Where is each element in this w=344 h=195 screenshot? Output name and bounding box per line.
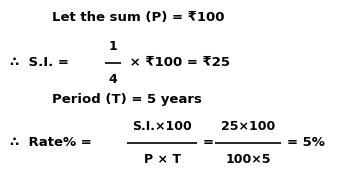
Text: ∴  S.I. =: ∴ S.I. = [10, 57, 74, 69]
Text: S.I.×100: S.I.×100 [132, 120, 192, 133]
Text: Let the sum (P) = ₹100: Let the sum (P) = ₹100 [52, 11, 225, 24]
Text: P × T: P × T [143, 153, 181, 166]
Text: =: = [203, 136, 214, 150]
Text: × ₹100 = ₹25: × ₹100 = ₹25 [125, 57, 230, 69]
Text: ∴  Rate% =: ∴ Rate% = [10, 136, 96, 150]
Text: 25×100: 25×100 [221, 120, 275, 133]
Text: 100×5: 100×5 [225, 153, 271, 166]
Text: 1: 1 [109, 40, 117, 53]
Text: Period (T) = 5 years: Period (T) = 5 years [52, 92, 202, 105]
Text: = 5%: = 5% [287, 136, 325, 150]
Text: 4: 4 [109, 73, 117, 86]
